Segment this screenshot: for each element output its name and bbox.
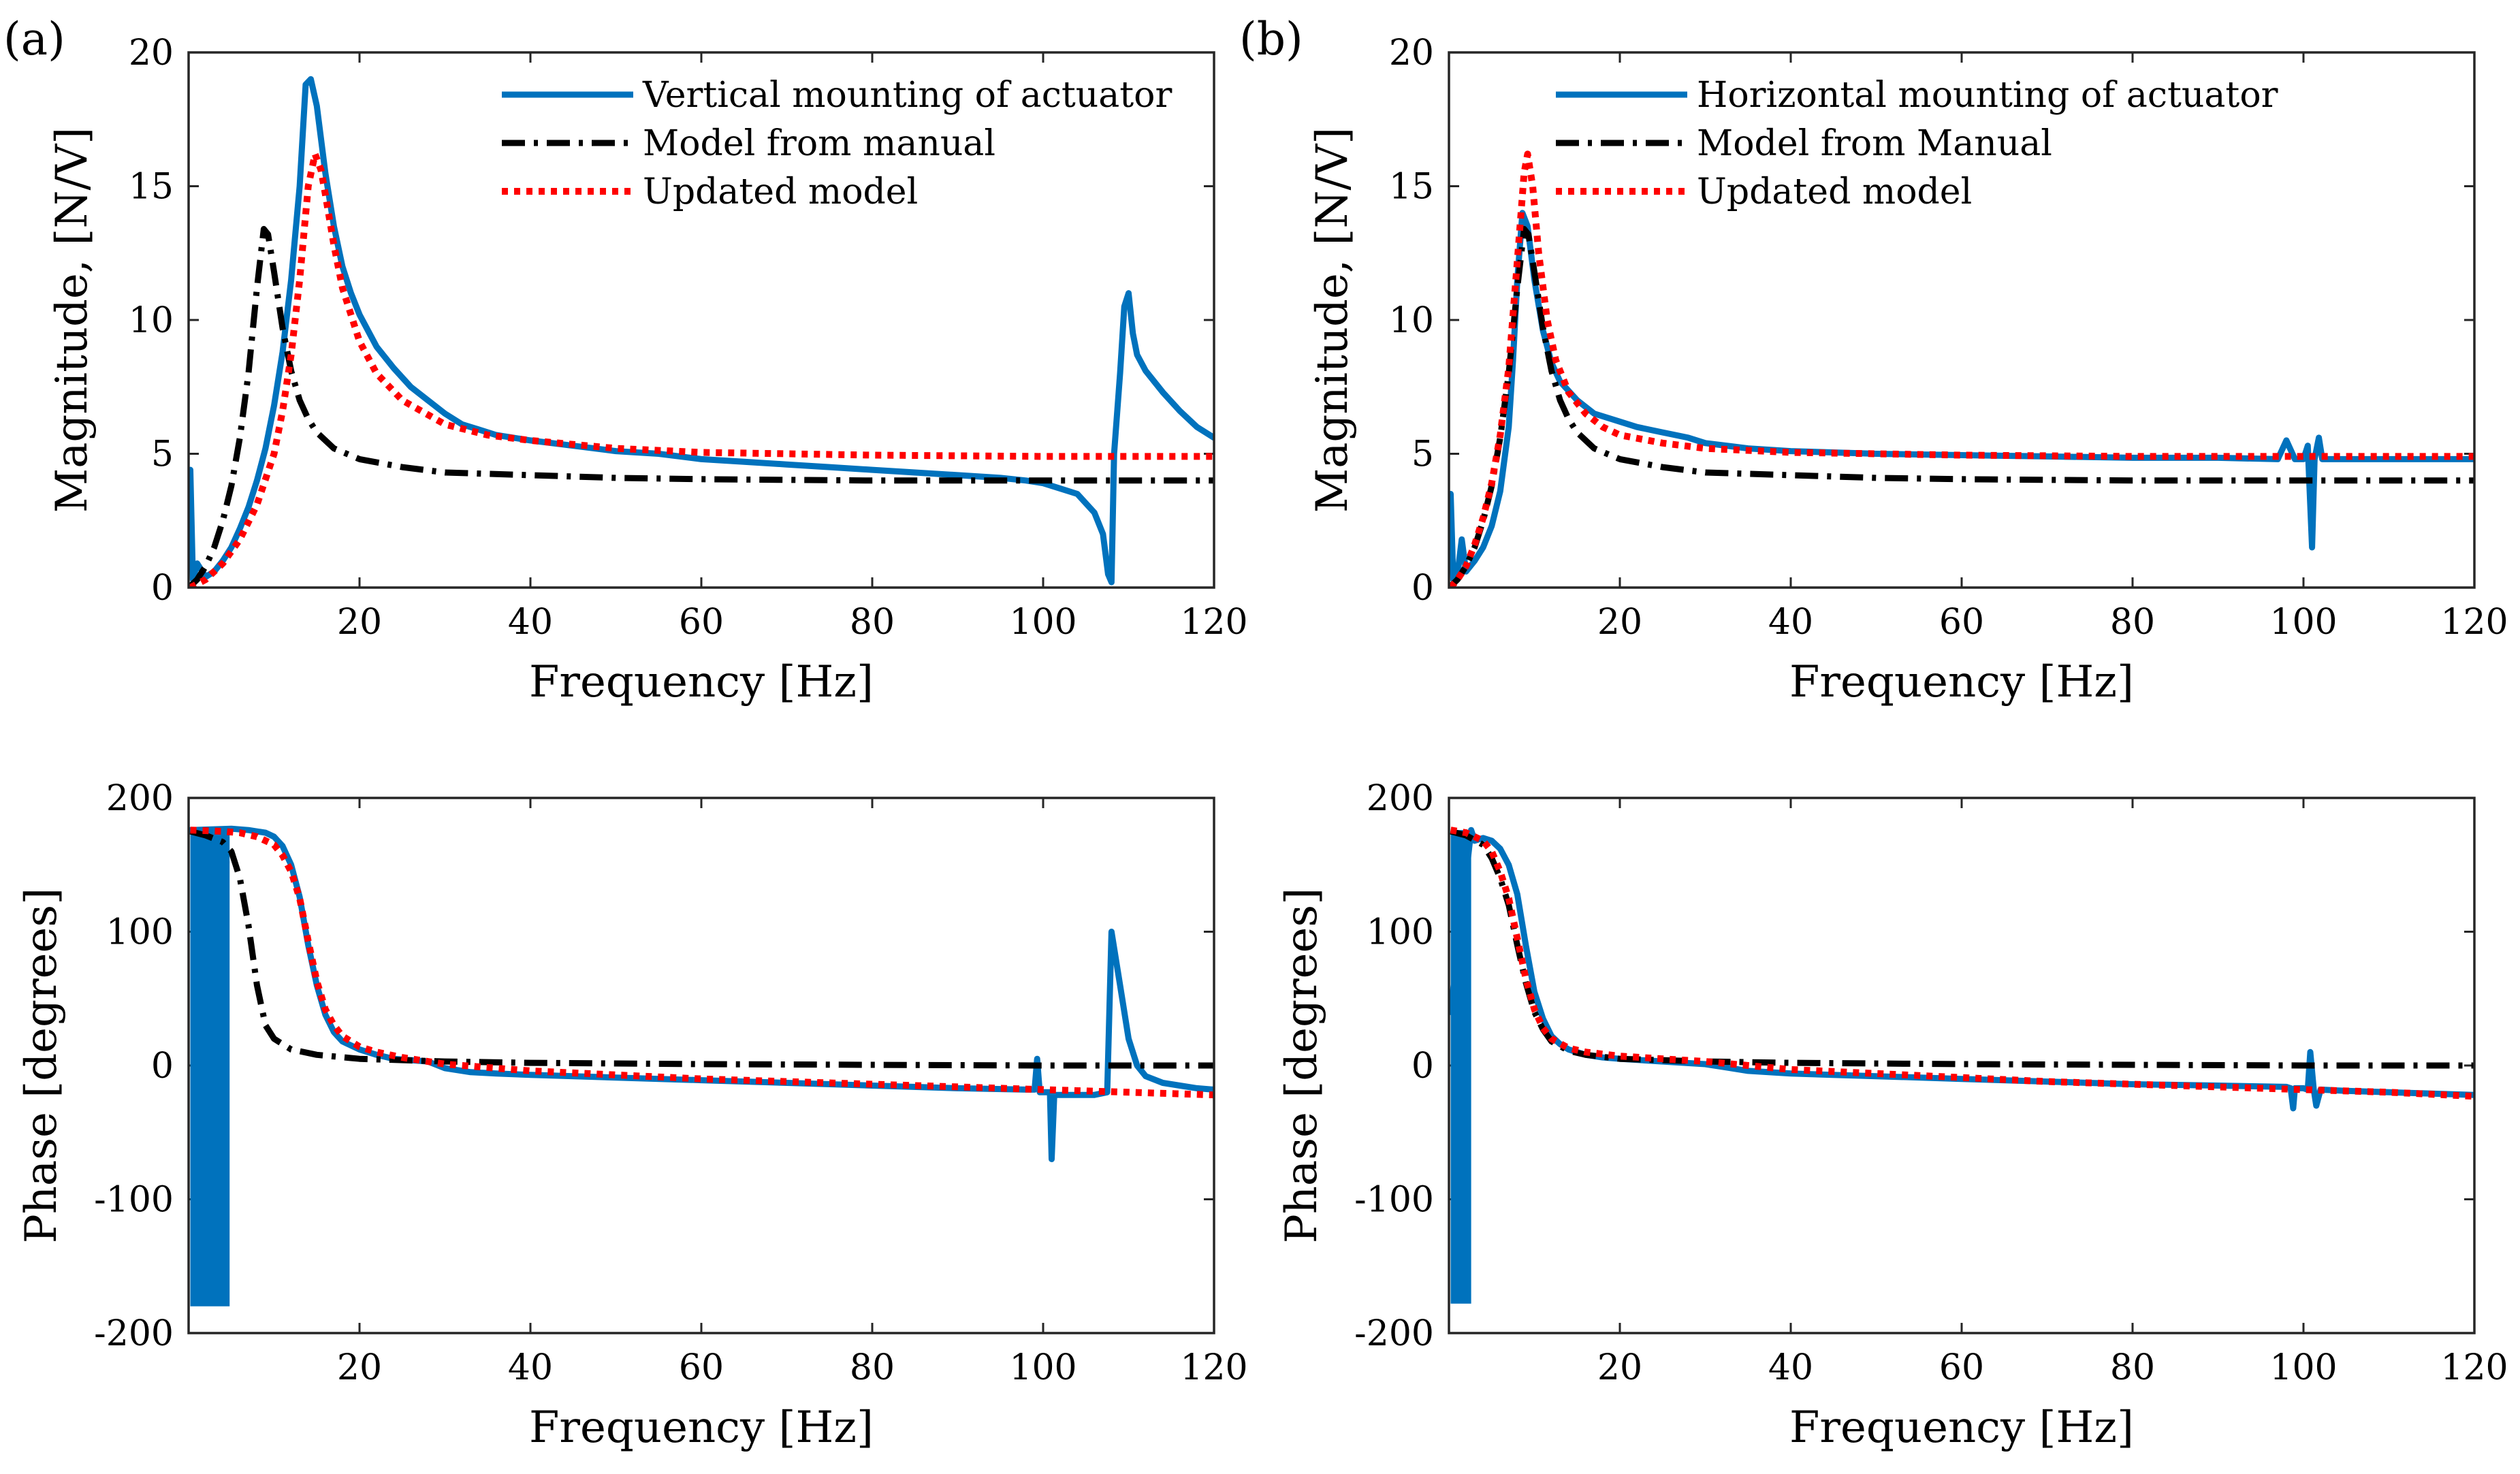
chart-a-phase: 20 40 60 80 100 120 -200 -100 0 100 200 Frequency [… [16, 778, 1248, 1453]
y-tick-label: 15 [1389, 167, 1434, 208]
plot-frame [1448, 797, 2476, 1334]
y-axis-label: Phase [degrees] [1277, 888, 1327, 1243]
y-tick-label: 20 [1389, 33, 1434, 74]
x-tick-label: 20 [1597, 1347, 1642, 1388]
x-tick-label: 80 [2110, 1347, 2155, 1388]
plot-data [189, 76, 1214, 588]
series-line-measured [1449, 827, 2474, 1112]
x-tick-label: 60 [679, 1347, 724, 1388]
y-tick-label: 5 [151, 434, 174, 475]
x-tick-label: 20 [1597, 602, 1642, 643]
plot-data [1449, 150, 2474, 588]
plot-frame [187, 51, 1215, 589]
plot-frame [1448, 51, 2476, 589]
series-line-measured [189, 825, 1214, 1162]
x-tick-label: 80 [2110, 602, 2155, 643]
series-line-manual-model [1449, 225, 2474, 588]
chart-a-magnitude: 20 40 60 80 100 120 0 5 10 15 20 Frequency [Hz] Magn… [3, 13, 1248, 707]
chart-b-magnitude: 20 40 60 80 100 120 0 5 10 15 20 Frequency [Hz] Magn… [1239, 13, 2508, 707]
y-tick-label: -100 [1354, 1180, 1434, 1221]
legend-entry: Model from Manual [1697, 123, 2052, 164]
y-axis-label: Magnitude, [N/V] [47, 127, 97, 513]
legend-entry: Updated model [1697, 172, 1972, 212]
plot-frame [187, 797, 1215, 1334]
y-tick-label: -200 [94, 1313, 174, 1354]
series-line-updated-model [190, 827, 1214, 1099]
y-tick-label: 100 [106, 912, 174, 953]
series-line-manual-model [1450, 828, 2474, 1069]
x-tick-label: 40 [508, 602, 553, 643]
x-tick-label: 100 [1009, 602, 1076, 643]
y-tick-label: 0 [1411, 1046, 1434, 1087]
plot-data [189, 825, 1214, 1307]
x-tick-label: 120 [2440, 1347, 2508, 1388]
x-tick-label: 40 [1768, 1347, 1813, 1388]
x-tick-label: 100 [1009, 1347, 1076, 1388]
y-tick-label: 5 [1411, 434, 1434, 475]
x-axis-label: Frequency [Hz] [1789, 657, 2134, 707]
legend: Vertical mounting of actuator Model from … [502, 75, 1172, 212]
y-tick-label: 0 [151, 1046, 174, 1087]
x-axis-label: Frequency [Hz] [529, 657, 874, 707]
x-tick-label: 80 [850, 1347, 895, 1388]
x-tick-label: 40 [1768, 602, 1813, 643]
legend-entry: Updated model [643, 172, 918, 212]
chart-b-phase: 20 40 60 80 100 120 -200 -100 0 100 200 Frequency [… [1277, 778, 2508, 1453]
x-tick-label: 100 [2269, 602, 2337, 643]
panel-label: (a) [3, 13, 65, 65]
x-axis-label: Frequency [Hz] [1789, 1403, 2134, 1453]
legend: Horizontal mounting of actuator Model fro… [1556, 75, 2278, 212]
plot-area [189, 798, 1214, 1333]
legend-entry: Model from manual [643, 123, 995, 164]
y-tick-label: 100 [1367, 912, 1434, 953]
series-line-updated-model [1449, 150, 2474, 588]
x-tick-label: 60 [1939, 602, 1984, 643]
x-tick-label: 20 [337, 1347, 382, 1388]
y-tick-label: -200 [1354, 1313, 1434, 1354]
legend-entry: Horizontal mounting of actuator [1697, 75, 2278, 116]
y-tick-label: 20 [129, 33, 174, 74]
x-tick-label: 80 [850, 602, 895, 643]
series-line-updated-model [1450, 827, 2474, 1100]
x-tick-label: 120 [1180, 602, 1247, 643]
series-line-updated-model [189, 150, 1214, 588]
x-tick-label: 120 [1180, 1347, 1247, 1388]
y-tick-label: 200 [106, 778, 174, 819]
legend-entry: Vertical mounting of actuator [642, 75, 1172, 116]
y-tick-label: 0 [151, 568, 174, 609]
x-tick-label: 60 [1939, 1347, 1984, 1388]
y-tick-label: 10 [1389, 300, 1434, 341]
x-axis-label: Frequency [Hz] [529, 1403, 874, 1453]
y-tick-label: 200 [1367, 778, 1434, 819]
y-axis-label: Phase [degrees] [16, 888, 67, 1243]
x-tick-label: 120 [2440, 602, 2508, 643]
x-tick-label: 20 [337, 602, 382, 643]
plot-area [1449, 798, 2474, 1333]
plot-data [1449, 827, 2474, 1304]
x-tick-label: 100 [2269, 1347, 2337, 1388]
x-tick-label: 40 [508, 1347, 553, 1388]
y-axis-label: Magnitude, [N/V] [1307, 127, 1358, 513]
measured-noise-band [190, 827, 230, 1307]
x-tick-label: 60 [679, 602, 724, 643]
panel-label: (b) [1239, 13, 1303, 65]
series-line-measured [1449, 210, 2474, 583]
y-tick-label: -100 [94, 1180, 174, 1221]
y-tick-label: 10 [129, 300, 174, 341]
y-tick-label: 0 [1411, 568, 1434, 609]
y-tick-label: 15 [129, 167, 174, 208]
